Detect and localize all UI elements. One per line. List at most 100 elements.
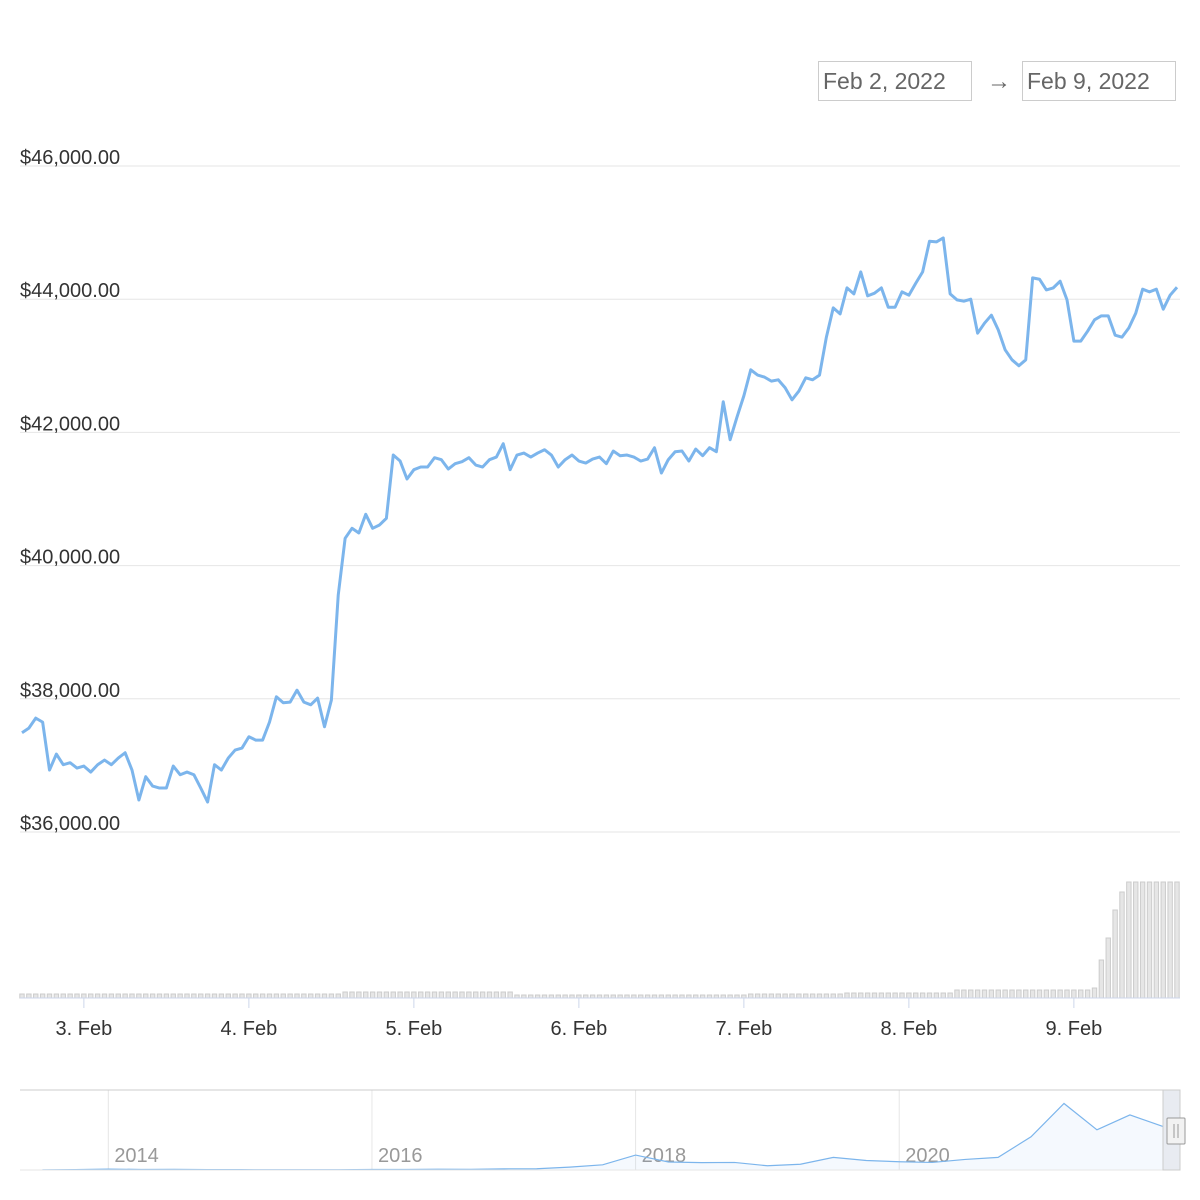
volume-bar — [266, 993, 273, 999]
volume-bar — [156, 993, 163, 999]
volume-bar — [878, 992, 885, 999]
volume-bar — [94, 993, 101, 999]
x-tick-label: 6. Feb — [551, 1018, 608, 1040]
volume-bar — [431, 991, 438, 999]
volume-bar — [1009, 989, 1015, 999]
volume-bar — [349, 991, 355, 999]
volume-bar — [830, 993, 836, 999]
volume-bar — [342, 991, 348, 999]
x-tick-label: 5. Feb — [386, 1018, 443, 1040]
volume-bar — [974, 989, 981, 999]
volume-bar — [1057, 989, 1063, 999]
volume-bar — [328, 993, 335, 999]
volume-bar — [335, 993, 341, 999]
volume-bar — [851, 992, 857, 999]
x-tick-label: 9. Feb — [1046, 1018, 1103, 1040]
volume-bar — [947, 992, 953, 999]
volume-bar — [191, 993, 197, 999]
volume-bar — [445, 991, 451, 999]
volume-bar — [954, 989, 960, 999]
volume-bar — [459, 991, 465, 999]
volume-bar — [101, 993, 108, 999]
volume-bar — [1064, 989, 1070, 999]
price-line — [21, 236, 1179, 804]
volume-bar — [177, 993, 183, 999]
volume-bar — [809, 993, 816, 999]
navigator-area — [42, 1103, 1163, 1170]
volume-bar — [1023, 989, 1029, 999]
volume-bar — [486, 991, 493, 999]
volume-bar — [782, 993, 788, 999]
volume-bar — [479, 991, 486, 999]
volume-bar — [926, 992, 933, 999]
navigator-tick-label: 2016 — [378, 1145, 423, 1167]
volume-bar — [321, 993, 328, 999]
volume-bar — [280, 993, 286, 999]
volume-bar — [789, 993, 795, 999]
volume-bar — [885, 992, 891, 999]
date-from[interactable]: Feb 2, 2022 — [818, 61, 972, 101]
volume-bar — [493, 991, 500, 999]
volume-bar — [376, 991, 383, 999]
volume-bar — [390, 991, 396, 999]
volume-bar — [1091, 987, 1098, 999]
volume-bar — [919, 992, 926, 999]
volume-bar — [246, 993, 252, 999]
volume-bar — [1016, 989, 1022, 999]
volume-bar — [1153, 881, 1160, 999]
volume-bar — [184, 993, 190, 999]
volume-bar — [46, 993, 53, 999]
volume-bar — [211, 993, 218, 999]
x-tick-label: 7. Feb — [716, 1018, 773, 1040]
volume-bar — [259, 993, 266, 999]
volume-bar — [507, 991, 513, 999]
volume-bar — [438, 991, 445, 999]
volume-bar — [149, 993, 156, 999]
volume-bar — [60, 993, 66, 999]
volume-bar — [761, 993, 768, 999]
y-tick-label: $40,000.00 — [20, 547, 120, 569]
volume-bar — [301, 993, 307, 999]
volume-bar — [913, 992, 919, 999]
y-tick-label: $46,000.00 — [20, 147, 120, 169]
volume-bar — [129, 993, 135, 999]
volume-bar — [253, 993, 259, 999]
volume-bar — [143, 993, 149, 999]
volume-bar — [858, 992, 864, 999]
volume-bar — [961, 989, 967, 999]
volume-bar — [225, 993, 231, 999]
volume-bar — [906, 992, 912, 999]
volume-bar — [1071, 989, 1077, 999]
volume-bar — [1043, 989, 1050, 999]
y-tick-label: $36,000.00 — [20, 813, 120, 835]
x-tick-label: 8. Feb — [881, 1018, 938, 1040]
volume-bar — [968, 989, 974, 999]
navigator-handle[interactable] — [1166, 1117, 1186, 1145]
volume-bar — [816, 993, 823, 999]
volume-bar — [294, 993, 300, 999]
volume-bar — [108, 993, 115, 999]
volume-bar — [122, 993, 128, 999]
volume-bar — [1126, 881, 1132, 999]
volume-bar — [170, 993, 176, 999]
x-tick-label: 3. Feb — [56, 1018, 113, 1040]
date-to[interactable]: Feb 9, 2022 — [1022, 61, 1176, 101]
volume-bar — [1119, 891, 1125, 999]
volume-bar — [796, 993, 802, 999]
range-separator: → — [987, 68, 1011, 95]
x-tick-label: 4. Feb — [221, 1018, 278, 1040]
volume-bar — [411, 991, 417, 999]
volume-bar — [500, 991, 506, 999]
y-tick-label: $44,000.00 — [20, 280, 120, 302]
volume-bar — [864, 992, 871, 999]
volume-bar — [198, 993, 204, 999]
volume-bar — [239, 993, 245, 999]
volume-bar — [33, 993, 39, 999]
volume-bar — [837, 993, 843, 999]
volume-bar — [287, 993, 293, 999]
volume-bar — [67, 993, 73, 999]
volume-bar — [115, 993, 121, 999]
volume-bar — [981, 989, 988, 999]
volume-bar — [163, 993, 170, 999]
